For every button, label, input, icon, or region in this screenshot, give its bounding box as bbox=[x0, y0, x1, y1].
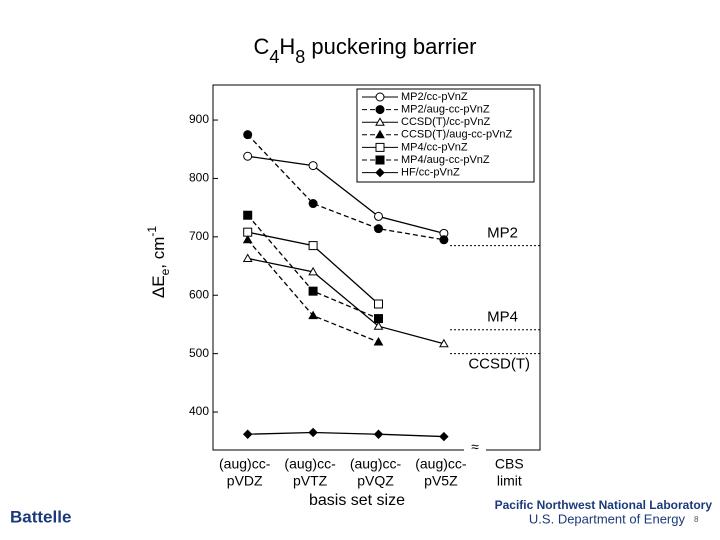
data-point bbox=[374, 299, 383, 309]
series-line bbox=[247, 134, 445, 241]
legend-marker bbox=[375, 92, 385, 102]
x-tick-label: (aug)cc- bbox=[415, 456, 467, 472]
cbs-label: MP2 bbox=[487, 225, 518, 242]
x-tick-label: pVDZ bbox=[227, 473, 263, 489]
y-tick-label: 700 bbox=[189, 229, 209, 243]
legend-label: CCSD(T)/cc-pVnZ bbox=[401, 116, 491, 128]
data-point bbox=[374, 211, 383, 221]
legend-box bbox=[356, 88, 535, 183]
data-point bbox=[374, 224, 383, 234]
legend-label: CCSD(T)/aug-cc-pVnZ bbox=[401, 129, 513, 141]
x-tick-label: pV5Z bbox=[424, 473, 458, 489]
axis-break: ≈ bbox=[471, 439, 479, 455]
legend-label: MP2/aug-cc-pVnZ bbox=[401, 104, 490, 116]
x-axis-label: basis set size bbox=[309, 492, 405, 509]
x-tick-label: limit bbox=[497, 473, 522, 489]
data-point bbox=[308, 427, 318, 438]
legend-label: MP4/aug-cc-pVnZ bbox=[401, 154, 490, 166]
data-point bbox=[373, 336, 384, 346]
data-point bbox=[373, 321, 384, 330]
cbs-label: MP4 bbox=[487, 309, 518, 326]
axis-break-gap bbox=[464, 436, 486, 456]
legend-marker bbox=[375, 105, 385, 115]
legend-label: MP4/cc-pVnZ bbox=[401, 141, 468, 153]
data-point bbox=[308, 161, 318, 171]
y-tick-label: 600 bbox=[189, 287, 209, 301]
data-point bbox=[308, 241, 318, 251]
legend-marker bbox=[375, 117, 385, 126]
legend-marker bbox=[375, 155, 385, 165]
legend-label: HF/cc-pVnZ bbox=[401, 167, 460, 179]
x-tick-label: pVTZ bbox=[293, 473, 328, 489]
y-tick-label: 500 bbox=[189, 346, 209, 360]
data-point bbox=[439, 338, 449, 348]
x-tick-label: (aug)cc- bbox=[219, 456, 271, 472]
y-tick-label: 800 bbox=[189, 171, 209, 185]
series-line bbox=[247, 155, 445, 234]
data-point bbox=[308, 199, 318, 209]
data-point bbox=[242, 253, 253, 262]
data-point bbox=[439, 235, 449, 245]
plot-frame bbox=[212, 84, 541, 451]
data-point bbox=[373, 429, 384, 439]
data-point bbox=[374, 314, 383, 324]
x-tick-label: (aug)cc- bbox=[350, 456, 402, 472]
y-axis-label: ΔEe, cm-1 bbox=[145, 226, 172, 298]
cbs-label: CCSD(T) bbox=[468, 356, 530, 373]
x-tick-label: CBS bbox=[495, 456, 524, 472]
legend-marker bbox=[375, 142, 385, 152]
data-point bbox=[243, 151, 253, 161]
data-point bbox=[243, 130, 253, 140]
x-tick-label: (aug)cc- bbox=[284, 456, 336, 472]
data-point bbox=[242, 234, 253, 244]
chart-title: C4H8 puckering barrier bbox=[254, 34, 477, 67]
data-point bbox=[243, 227, 253, 237]
footer-logo: Battelle bbox=[10, 507, 71, 526]
data-point bbox=[242, 429, 253, 439]
legend-marker bbox=[375, 167, 385, 178]
y-tick-label: 400 bbox=[189, 404, 209, 418]
data-point bbox=[439, 431, 449, 442]
page-number: 8 bbox=[694, 515, 699, 524]
x-tick-label: pVQZ bbox=[357, 473, 394, 489]
footer-dept: U.S. Department of Energy bbox=[529, 511, 686, 526]
series-line bbox=[247, 257, 445, 345]
y-tick-label: 900 bbox=[189, 112, 209, 126]
legend-marker bbox=[375, 129, 385, 139]
data-point bbox=[308, 310, 318, 320]
legend-label: MP2/cc-pVnZ bbox=[401, 91, 468, 103]
data-point bbox=[308, 286, 318, 296]
data-point bbox=[308, 266, 318, 276]
footer-lab: Pacific Northwest National Laboratory bbox=[495, 498, 713, 512]
data-point bbox=[243, 210, 253, 220]
series-line bbox=[247, 431, 444, 438]
